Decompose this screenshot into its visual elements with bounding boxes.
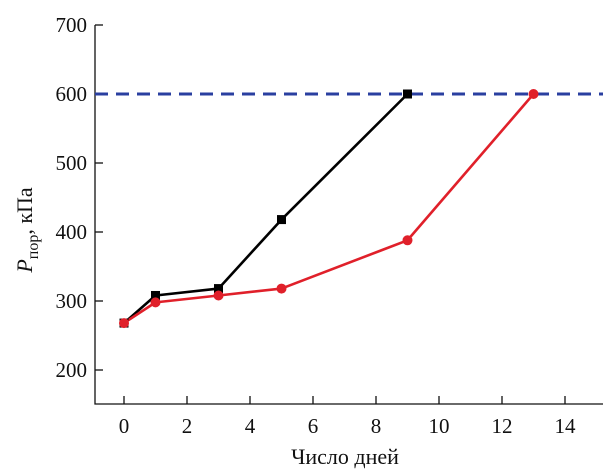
series-2-point bbox=[119, 318, 129, 329]
y-axis-title-unit: , кПа bbox=[12, 187, 37, 235]
y-tick-label: 700 bbox=[56, 13, 88, 37]
x-tick-label: 6 bbox=[308, 414, 319, 438]
series-group bbox=[119, 89, 539, 329]
series-1-point bbox=[403, 89, 412, 99]
x-axis-title: Число дней bbox=[291, 444, 399, 469]
series-2-point bbox=[528, 89, 539, 99]
x-tick-label: 10 bbox=[429, 414, 450, 438]
series-2-point bbox=[213, 290, 224, 301]
series-1-line bbox=[123, 93, 409, 325]
axes-frame bbox=[94, 25, 603, 405]
x-tick-label: 4 bbox=[245, 414, 256, 438]
x-tick-label: 8 bbox=[371, 414, 382, 438]
y-tick-label: 200 bbox=[56, 358, 88, 382]
x-tick-label: 12 bbox=[492, 414, 513, 438]
series-1-point bbox=[277, 215, 286, 225]
y-tick-label: 400 bbox=[56, 220, 88, 244]
series-2-line bbox=[123, 93, 535, 325]
x-tick-label: 2 bbox=[182, 414, 193, 438]
series-2-point bbox=[276, 283, 287, 294]
axes bbox=[94, 25, 603, 405]
x-ticks: 0 2 4 6 8 10 12 14 bbox=[119, 396, 576, 438]
y-tick-label: 600 bbox=[56, 82, 88, 106]
y-ticks: 200 300 400 500 600 700 bbox=[56, 13, 103, 382]
y-axis-title-subscript: пор bbox=[25, 235, 42, 260]
series-1-point bbox=[151, 290, 160, 300]
y-axis-title-main: P bbox=[12, 259, 37, 273]
y-axis-title: Pпор, кПа bbox=[12, 187, 42, 274]
x-tick-label: 14 bbox=[555, 414, 577, 438]
series-2-point bbox=[402, 235, 413, 246]
series-2-point bbox=[150, 297, 161, 308]
y-tick-label: 300 bbox=[56, 289, 88, 313]
y-tick-label: 500 bbox=[56, 151, 88, 175]
x-tick-label: 0 bbox=[119, 414, 130, 438]
series-1-point bbox=[214, 284, 223, 294]
